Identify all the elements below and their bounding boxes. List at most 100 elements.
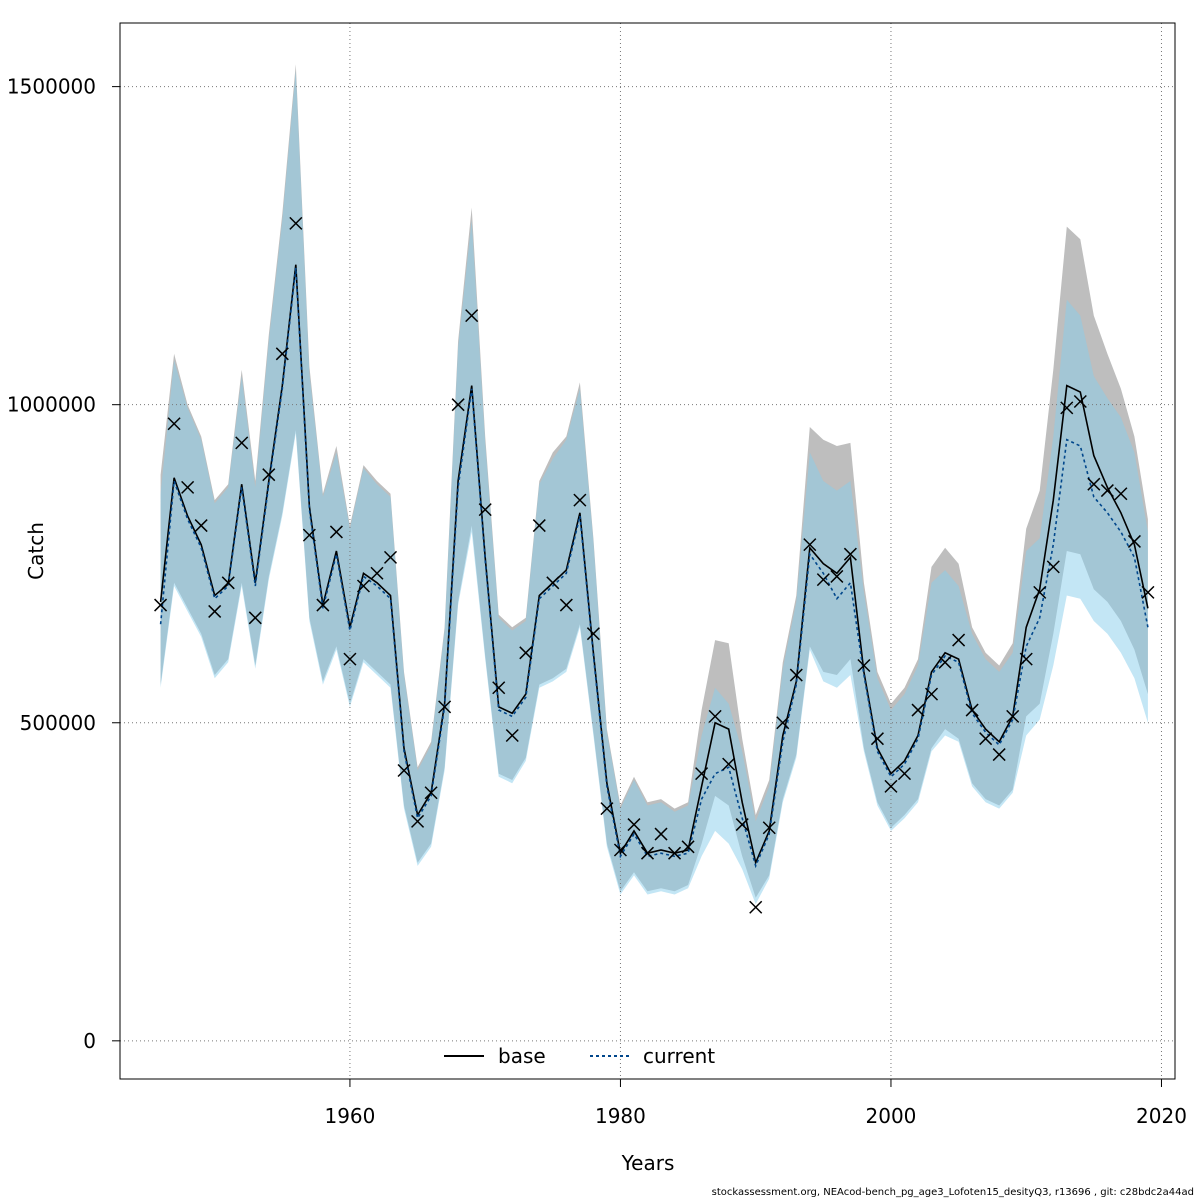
observed-point — [1114, 487, 1128, 501]
observed-point — [870, 732, 884, 746]
observed-point-stroke-b — [289, 216, 303, 230]
observed-point-stroke-b — [383, 550, 398, 564]
observed-point — [370, 566, 384, 580]
observed-point — [465, 309, 479, 323]
observed-point-stroke-b — [654, 827, 668, 841]
observed-point-stroke-b — [979, 732, 993, 746]
observed-point-stroke-b — [262, 468, 276, 482]
observed-point-stroke-b — [573, 493, 587, 507]
y-tick-label: 0 — [83, 1029, 96, 1053]
observed-point-stroke-b — [1141, 585, 1155, 599]
observed-point — [289, 216, 303, 230]
observed-point-stroke-b — [411, 814, 425, 828]
observed-point — [1127, 534, 1141, 548]
observed-point — [789, 668, 803, 682]
observed-point-stroke-b — [221, 576, 235, 590]
observed-point — [1033, 585, 1047, 599]
observed-point-stroke-b — [465, 309, 479, 323]
observed-points — [154, 216, 1155, 914]
observed-point — [722, 757, 736, 771]
observed-point-stroke-b — [329, 525, 343, 539]
observed-point — [803, 538, 817, 552]
observed-point — [749, 900, 763, 914]
observed-point-stroke-b — [1100, 484, 1114, 498]
observed-point-stroke-b — [613, 843, 627, 857]
observed-point-stroke-b — [586, 627, 600, 641]
observed-point — [816, 573, 830, 587]
observed-point — [248, 611, 262, 625]
observed-point — [857, 658, 871, 673]
x-axis-label: Years — [621, 1151, 675, 1175]
observed-point — [897, 767, 912, 781]
observed-point-stroke-b — [1060, 401, 1074, 415]
observed-point-stroke-b — [302, 528, 316, 542]
observed-point — [1060, 401, 1074, 415]
x-tick-label: 1960 — [324, 1104, 375, 1128]
observed-point-stroke-b — [857, 658, 871, 673]
observed-point — [1019, 652, 1033, 666]
grid-lines — [120, 23, 1175, 1079]
observed-point — [451, 398, 465, 412]
observed-point-stroke-b — [708, 709, 722, 723]
observed-point-stroke-b — [843, 547, 857, 561]
observed-point-stroke-b — [532, 519, 546, 533]
series-lines — [159, 264, 1149, 869]
observed-point-stroke-b — [870, 732, 884, 746]
observed-point-stroke-b — [965, 703, 979, 717]
y-tick-label: 1000000 — [7, 393, 96, 417]
observed-point-stroke-b — [438, 700, 452, 714]
observed-point — [1087, 477, 1101, 491]
observed-point — [343, 652, 357, 666]
observed-point-stroke-b — [1073, 394, 1087, 409]
observed-point-stroke-b — [911, 703, 925, 717]
y-axis-label: Catch — [24, 522, 48, 580]
observed-point-stroke-b — [505, 728, 519, 743]
observed-point-stroke-b — [1087, 477, 1101, 491]
observed-point — [235, 436, 249, 450]
observed-point-stroke-b — [167, 417, 181, 431]
observed-point — [1073, 394, 1087, 409]
observed-point — [154, 598, 168, 612]
observed-point — [965, 703, 979, 717]
observed-point — [478, 503, 492, 517]
x-axis: 1960 1980 2000 2020 — [324, 1078, 1187, 1128]
observed-point-stroke-b — [735, 818, 749, 832]
observed-point — [397, 763, 411, 778]
observed-point — [654, 827, 668, 841]
observed-point-stroke-b — [897, 767, 912, 781]
observed-point — [762, 821, 776, 835]
observed-point — [1006, 709, 1020, 723]
observed-point — [167, 417, 181, 431]
observed-point-stroke-b — [1046, 560, 1060, 574]
observed-point-stroke-b — [816, 573, 830, 587]
observed-point — [411, 814, 425, 828]
y-tick-label: 500000 — [20, 711, 96, 735]
observed-point — [695, 767, 709, 781]
observed-point-stroke-b — [695, 767, 709, 781]
observed-point-stroke-b — [275, 347, 289, 361]
observed-point — [546, 576, 560, 590]
observed-point-stroke-b — [154, 598, 168, 612]
observed-point-stroke-b — [776, 716, 790, 730]
observed-point-stroke-b — [749, 900, 763, 914]
observed-point — [586, 627, 600, 641]
observed-point — [505, 728, 519, 743]
observed-point-stroke-b — [627, 818, 641, 832]
legend-base-label: base — [498, 1044, 546, 1068]
observed-point — [681, 840, 695, 854]
observed-point-stroke-b — [992, 748, 1006, 762]
observed-point-stroke-b — [492, 681, 506, 695]
observed-point — [181, 480, 195, 494]
observed-point — [911, 703, 925, 717]
observed-point — [979, 732, 993, 746]
observed-point — [830, 569, 844, 583]
observed-point — [383, 550, 398, 564]
observed-point-stroke-b — [194, 519, 208, 533]
observed-point — [519, 646, 533, 660]
observed-point-stroke-b — [938, 655, 952, 669]
observed-point-stroke-b — [343, 652, 357, 666]
x-tick-label: 1980 — [595, 1104, 646, 1128]
observed-point — [438, 700, 452, 714]
y-axis: 0 500000 1000000 1500000 — [7, 75, 121, 1053]
observed-point-stroke-b — [640, 846, 655, 860]
